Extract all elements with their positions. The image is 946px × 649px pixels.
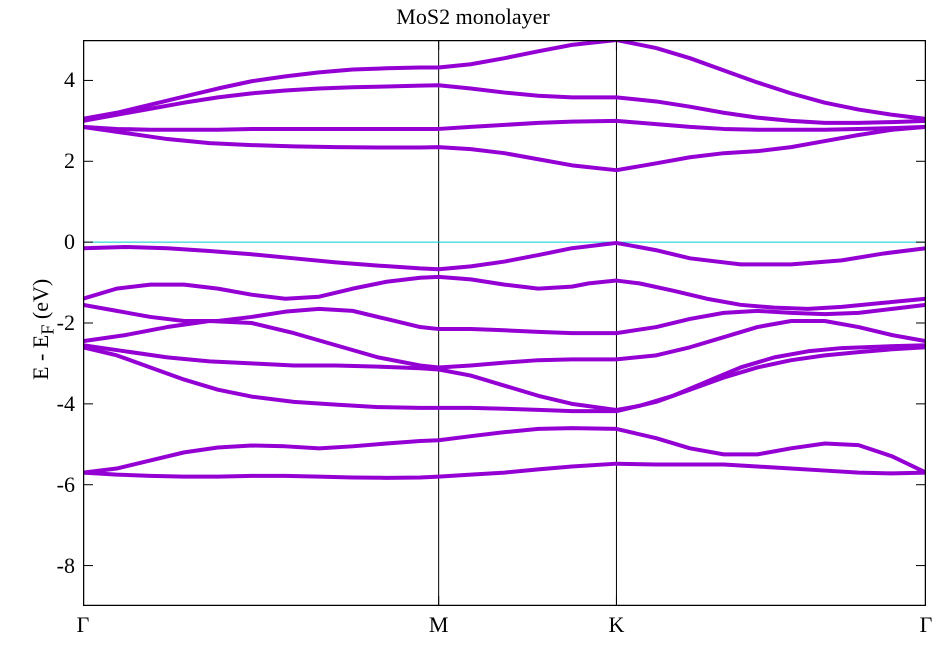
chart-title: MoS2 monolayer	[0, 4, 946, 30]
xtick-label: Γ	[920, 612, 933, 638]
band-line	[83, 127, 926, 170]
xtick-label: K	[608, 612, 624, 638]
band-line	[83, 345, 926, 410]
xtick-label: M	[429, 612, 449, 638]
chart-stage: { "chart": { "type": "line", "title": "M…	[0, 0, 946, 649]
band-line	[83, 428, 926, 472]
band-line	[83, 347, 926, 411]
band-structure-plot	[83, 40, 926, 606]
ytick-label: -8	[57, 553, 75, 579]
ytick-label: 0	[64, 229, 75, 255]
band-line	[83, 464, 926, 478]
ytick-label: 4	[64, 67, 75, 93]
bands-group	[83, 40, 926, 478]
ytick-label: -4	[57, 391, 75, 417]
band-line	[83, 277, 926, 309]
xtick-label: Γ	[77, 612, 90, 638]
band-line	[83, 243, 926, 269]
y-axis-label: E - EF (eV)	[28, 279, 58, 380]
ytick-label: 2	[64, 148, 75, 174]
ytick-label: -2	[57, 310, 75, 336]
band-line	[83, 40, 926, 119]
ytick-label: -6	[57, 472, 75, 498]
